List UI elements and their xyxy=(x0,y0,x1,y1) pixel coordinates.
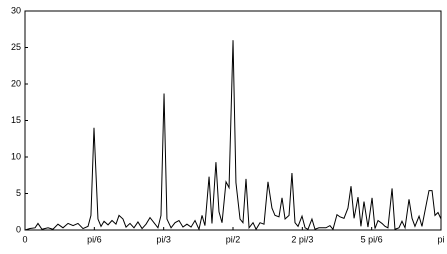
x-tick-label: pi/6 xyxy=(87,234,102,244)
y-tick-label: 30 xyxy=(11,5,21,15)
y-tick-label: 5 xyxy=(16,188,21,198)
y-tick-label: 15 xyxy=(11,115,21,125)
x-tick-label: pi/3 xyxy=(156,234,171,244)
y-tick-label: 10 xyxy=(11,151,21,161)
x-tick-label: pi/2 xyxy=(226,234,241,244)
x-tick-label: 5 pi/6 xyxy=(361,234,383,244)
y-tick-label: 0 xyxy=(16,224,21,234)
y-tick-label: 25 xyxy=(11,42,21,52)
x-tick-label: 0 xyxy=(22,234,27,244)
y-tick-label: 20 xyxy=(11,78,21,88)
data-line xyxy=(24,40,442,231)
x-tick-label: pi xyxy=(437,234,444,244)
x-tick-label: 2 pi/3 xyxy=(291,234,313,244)
